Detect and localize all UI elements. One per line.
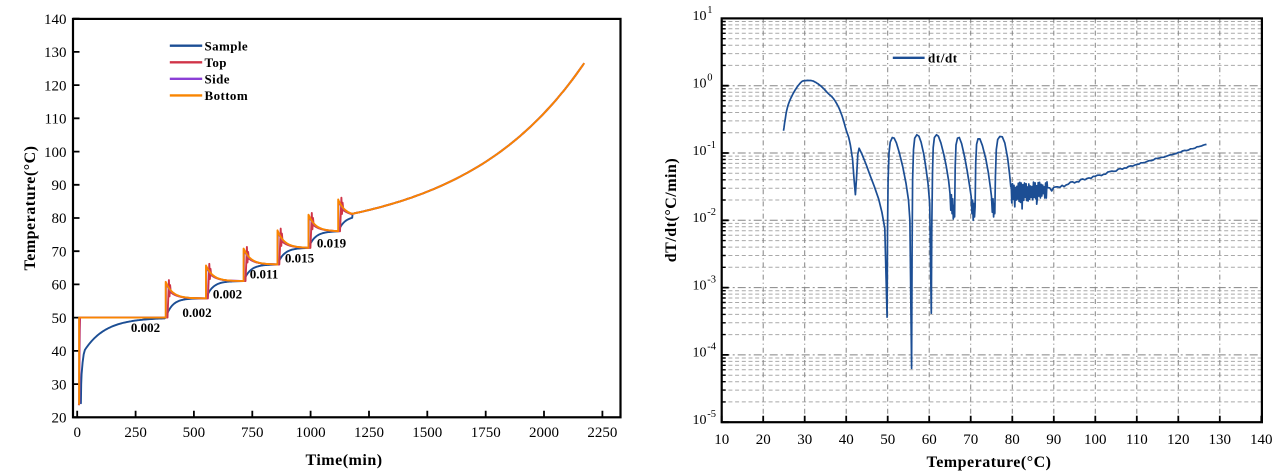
svg-text:dt/dt: dt/dt	[928, 50, 958, 65]
svg-text:130: 130	[1209, 432, 1232, 448]
svg-text:40: 40	[52, 344, 67, 360]
svg-text:dT/dt(°C/min): dT/dt(°C/min)	[663, 158, 680, 262]
svg-text:130: 130	[44, 45, 67, 61]
svg-text:-2: -2	[707, 207, 716, 218]
svg-text:0.015: 0.015	[285, 251, 315, 266]
svg-text:0.002: 0.002	[213, 287, 242, 302]
svg-text:-1: -1	[707, 140, 716, 151]
svg-text:40: 40	[839, 432, 854, 448]
svg-text:250: 250	[124, 425, 147, 441]
svg-text:30: 30	[52, 377, 67, 393]
svg-text:10: 10	[693, 413, 707, 428]
svg-text:10: 10	[693, 9, 707, 24]
svg-text:120: 120	[44, 78, 67, 94]
svg-text:0: 0	[707, 73, 712, 84]
svg-text:20: 20	[756, 432, 771, 448]
svg-text:500: 500	[183, 425, 206, 441]
svg-text:Top: Top	[205, 55, 227, 70]
svg-text:2250: 2250	[587, 425, 617, 441]
svg-text:60: 60	[922, 432, 937, 448]
svg-text:140: 140	[44, 12, 67, 28]
svg-text:100: 100	[1084, 432, 1107, 448]
svg-text:750: 750	[241, 425, 264, 441]
svg-text:0.002: 0.002	[182, 305, 211, 320]
svg-text:10: 10	[693, 144, 707, 159]
svg-text:-5: -5	[707, 409, 716, 420]
svg-text:1500: 1500	[412, 425, 442, 441]
svg-text:-4: -4	[707, 342, 716, 353]
svg-text:80: 80	[52, 211, 67, 227]
svg-text:10: 10	[714, 432, 729, 448]
svg-text:10: 10	[693, 278, 707, 293]
svg-text:-3: -3	[707, 274, 716, 285]
svg-text:100: 100	[44, 145, 67, 161]
svg-text:70: 70	[963, 432, 978, 448]
svg-text:10: 10	[693, 211, 707, 226]
svg-text:50: 50	[52, 311, 67, 327]
svg-text:110: 110	[1126, 432, 1148, 448]
svg-text:Temperature(°C): Temperature(°C)	[927, 454, 1052, 471]
svg-text:0.002: 0.002	[131, 320, 160, 335]
svg-text:Sample: Sample	[205, 39, 249, 54]
svg-text:Temperature(°C): Temperature(°C)	[22, 146, 39, 271]
svg-text:Time(min): Time(min)	[305, 452, 382, 469]
svg-text:Bottom: Bottom	[205, 88, 249, 103]
svg-text:50: 50	[880, 432, 895, 448]
svg-text:2000: 2000	[529, 425, 559, 441]
svg-text:140: 140	[1250, 432, 1273, 448]
svg-text:1250: 1250	[354, 425, 384, 441]
svg-text:20: 20	[52, 411, 67, 427]
svg-text:0: 0	[73, 425, 81, 441]
svg-text:0.019: 0.019	[317, 236, 347, 251]
svg-text:30: 30	[797, 432, 812, 448]
svg-text:120: 120	[1167, 432, 1190, 448]
svg-text:110: 110	[45, 112, 67, 128]
svg-text:10: 10	[693, 77, 707, 92]
svg-text:60: 60	[52, 278, 67, 294]
svg-text:0.011: 0.011	[250, 267, 279, 282]
svg-text:1750: 1750	[471, 425, 501, 441]
svg-text:1000: 1000	[296, 425, 326, 441]
svg-text:1: 1	[707, 5, 712, 16]
svg-text:90: 90	[52, 178, 67, 194]
svg-text:Side: Side	[205, 72, 230, 87]
svg-text:70: 70	[52, 244, 67, 260]
svg-text:80: 80	[1005, 432, 1020, 448]
svg-text:90: 90	[1046, 432, 1061, 448]
svg-text:10: 10	[693, 346, 707, 361]
